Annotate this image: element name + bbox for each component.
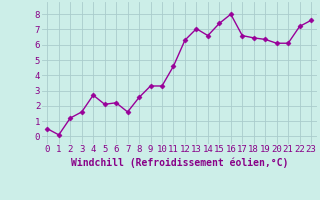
X-axis label: Windchill (Refroidissement éolien,°C): Windchill (Refroidissement éolien,°C) [70, 157, 288, 168]
